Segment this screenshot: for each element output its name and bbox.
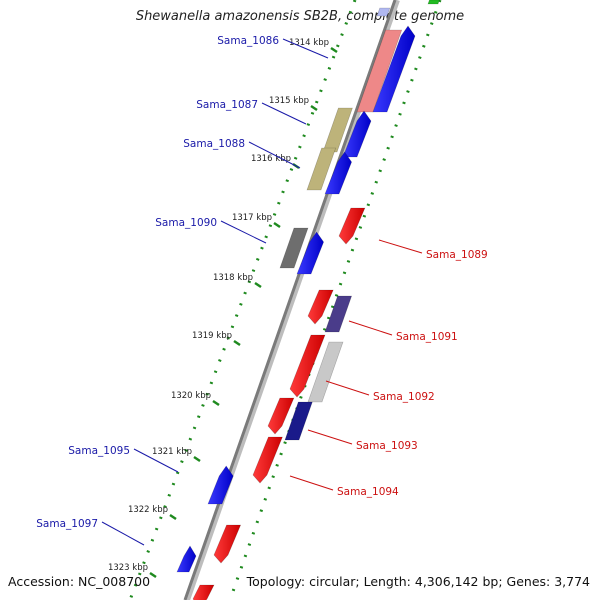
gene-label-sama_1097[interactable]: Sama_1097 xyxy=(36,518,145,546)
gene-blue-2 xyxy=(342,110,372,158)
gene-label-text[interactable]: Sama_1091 xyxy=(396,331,458,343)
tick-label: 1321 kbp xyxy=(152,447,192,457)
tick-label: 1322 kbp xyxy=(128,505,168,515)
tick-label: 1323 kbp xyxy=(108,563,148,573)
dotted-track-2 xyxy=(228,0,442,600)
tick-1319-kbp: 1319 kbp xyxy=(192,331,241,347)
tick-label: 1318 kbp xyxy=(213,273,253,283)
tick-label: 1319 kbp xyxy=(192,331,232,341)
gene-blue-1 xyxy=(372,25,416,113)
gene-label-sama_1093[interactable]: Sama_1093 xyxy=(307,429,418,452)
tick-1315-kbp: 1315 kbp xyxy=(269,96,318,112)
gene-blue-3 xyxy=(324,151,352,195)
gene-grey-1 xyxy=(307,341,344,403)
gene-red-4 xyxy=(192,584,215,600)
gene-label-sama_1092[interactable]: Sama_1092 xyxy=(325,380,435,403)
gene-label-text[interactable]: Sama_1089 xyxy=(426,249,488,261)
tick-1320-kbp: 1320 kbp xyxy=(171,391,220,407)
leader-line xyxy=(261,102,307,125)
tick-1317-kbp: 1317 kbp xyxy=(232,213,281,229)
gene-label-sama_1088[interactable]: Sama_1088 xyxy=(183,138,301,169)
gene-sama-1095 xyxy=(207,465,234,505)
gene-top-green xyxy=(427,0,440,5)
leader-line xyxy=(325,380,370,396)
tick-label: 1314 kbp xyxy=(289,38,329,48)
gene-sama-1094 xyxy=(252,436,283,484)
gene-red-1 xyxy=(307,289,334,325)
gene-top-lightblue xyxy=(376,7,391,17)
leader-line xyxy=(378,239,423,254)
gene-sama-1093 xyxy=(284,401,313,441)
gene-sama-1097 xyxy=(176,545,197,573)
leader-line xyxy=(307,429,353,445)
gene-sama-1092 xyxy=(289,334,326,398)
gene-red-2 xyxy=(267,397,295,435)
tick-1314-kbp: 1314 kbp xyxy=(289,38,338,54)
leader-line xyxy=(289,475,334,491)
leader-line xyxy=(220,220,267,244)
gene-label-text[interactable]: Sama_1088 xyxy=(183,138,245,150)
gene-sama-1087 xyxy=(322,107,353,153)
tick-1322-kbp: 1322 kbp xyxy=(128,505,177,521)
gene-label-text[interactable]: Sama_1086 xyxy=(217,35,279,47)
gene-sama-1088 xyxy=(306,147,337,191)
tick-label: 1315 kbp xyxy=(269,96,309,106)
backbone-line xyxy=(183,0,397,600)
tick-1316-kbp: 1316 kbp xyxy=(251,154,300,170)
gene-label-text[interactable]: Sama_1092 xyxy=(373,391,435,403)
tick-label: 1320 kbp xyxy=(171,391,211,401)
tick-1318-kbp: 1318 kbp xyxy=(213,273,262,289)
gene-label-text[interactable]: Sama_1093 xyxy=(356,440,418,452)
gene-label-text[interactable]: Sama_1094 xyxy=(337,486,399,498)
leader-line xyxy=(248,141,301,169)
gene-label-sama_1090[interactable]: Sama_1090 xyxy=(155,217,267,244)
gene-sama-1090 xyxy=(279,227,309,269)
genome-summary-text: Topology: circular; Length: 4,306,142 bp… xyxy=(246,574,590,589)
tick-label: 1317 kbp xyxy=(232,213,272,223)
gene-label-text[interactable]: Sama_1097 xyxy=(36,518,98,530)
gene-sama-1091 xyxy=(324,295,353,333)
leader-line xyxy=(348,320,393,336)
tick-1321-kbp: 1321 kbp xyxy=(152,447,201,463)
gene-blue-4 xyxy=(296,231,324,275)
gene-sama-1089 xyxy=(338,207,366,245)
tick-label: 1316 kbp xyxy=(251,154,291,164)
gene-label-sama_1087[interactable]: Sama_1087 xyxy=(196,99,307,125)
gene-label-text[interactable]: Sama_1095 xyxy=(68,445,130,457)
gene-red-3 xyxy=(213,524,242,564)
gene-label-sama_1091[interactable]: Sama_1091 xyxy=(348,320,458,343)
leader-line xyxy=(282,38,329,59)
tick-track-dots xyxy=(128,0,442,600)
gene-label-sama_1094[interactable]: Sama_1094 xyxy=(289,475,399,498)
leader-line xyxy=(133,448,179,473)
leader-line xyxy=(101,521,145,546)
gene-label-sama_1086[interactable]: Sama_1086 xyxy=(217,35,329,59)
gene-label-text[interactable]: Sama_1087 xyxy=(196,99,258,111)
tick-1323-kbp: 1323 kbp xyxy=(108,563,157,579)
accession-text: Accession: NC_008700 xyxy=(8,574,151,589)
gene-label-sama_1089[interactable]: Sama_1089 xyxy=(378,239,488,261)
gene-label-text[interactable]: Sama_1090 xyxy=(155,217,217,229)
gene-label-sama_1095[interactable]: Sama_1095 xyxy=(68,445,179,473)
